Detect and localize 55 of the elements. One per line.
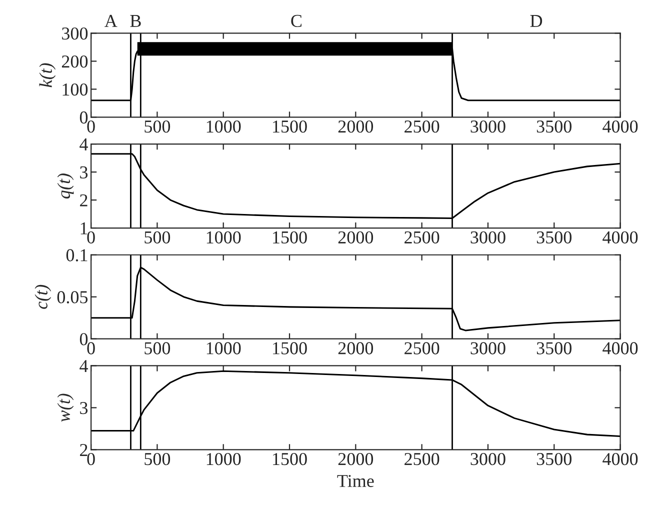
x-tick-label: 2000 xyxy=(338,120,374,133)
y-axis-title: k(t) xyxy=(39,63,56,88)
x-tick-label: 3500 xyxy=(536,342,572,354)
y-tick-label: 0 xyxy=(80,111,88,124)
y-tick-label: 0.1 xyxy=(66,249,88,262)
y-tick-label: 4 xyxy=(80,138,88,150)
x-tick-label: 4000 xyxy=(602,342,638,354)
y-tick-label: 3 xyxy=(80,166,88,178)
text: D xyxy=(530,15,542,27)
x-tick-label: 1000 xyxy=(206,452,241,466)
x-tick-label: 2500 xyxy=(404,120,440,133)
y-tick-label: 4 xyxy=(80,360,88,372)
y-tick-label: 2 xyxy=(80,194,88,206)
y-axis-title: q(t) xyxy=(57,174,74,198)
x-tick-label: 4000 xyxy=(602,452,638,466)
x-tick-label: 4000 xyxy=(602,120,638,133)
x-tick-label: 1500 xyxy=(273,452,307,466)
x-tick-label: 3000 xyxy=(470,452,506,466)
y-tick-label: 0 xyxy=(80,333,88,346)
y-tick-label: 300 xyxy=(62,27,88,40)
x-tick-label: 2500 xyxy=(404,231,440,244)
x-tick-label: 4000 xyxy=(602,231,638,244)
x-tick-label: 3000 xyxy=(470,231,506,244)
x-tick-label: 500 xyxy=(144,120,170,133)
x-tick-label: 500 xyxy=(144,452,170,466)
x-tick-label: 3000 xyxy=(470,342,506,354)
y-tick-label: 2 xyxy=(80,444,88,456)
x-tick-label: 1500 xyxy=(273,231,307,244)
x-tick-label: 500 xyxy=(144,342,170,354)
x-tick-label: 1000 xyxy=(206,120,241,133)
y-tick-label: 3 xyxy=(80,402,88,414)
x-tick-label: 2500 xyxy=(404,452,440,466)
y-axis-title: c(t) xyxy=(34,284,52,309)
x-tick-label: 2500 xyxy=(404,342,440,354)
x-tick-label: 1000 xyxy=(206,342,241,354)
x-tick-label: 2000 xyxy=(338,452,374,466)
x-tick-label: 2000 xyxy=(338,342,374,354)
y-tick-label: 200 xyxy=(62,55,88,68)
x-tick-label: 3500 xyxy=(536,452,572,466)
y-tick-label: 0.05 xyxy=(57,291,88,304)
text: B xyxy=(130,15,141,27)
text: C xyxy=(291,14,302,28)
x-tick-label: 3000 xyxy=(470,120,506,133)
x-tick-label: 2000 xyxy=(338,231,374,244)
x-tick-label: 1500 xyxy=(273,342,307,354)
x-tick-label: 3500 xyxy=(536,231,572,244)
text: A xyxy=(104,14,118,27)
x-axis-title: Time xyxy=(337,474,374,488)
x-tick-label: 3500 xyxy=(536,120,572,133)
y-tick-label: 100 xyxy=(62,83,88,96)
x-tick-label: 500 xyxy=(144,231,170,244)
x-tick-label: 1000 xyxy=(206,231,241,244)
y-tick-label: 1 xyxy=(80,222,88,234)
y-axis-title: w(t) xyxy=(57,394,74,422)
x-tick-label: 1500 xyxy=(273,120,307,133)
